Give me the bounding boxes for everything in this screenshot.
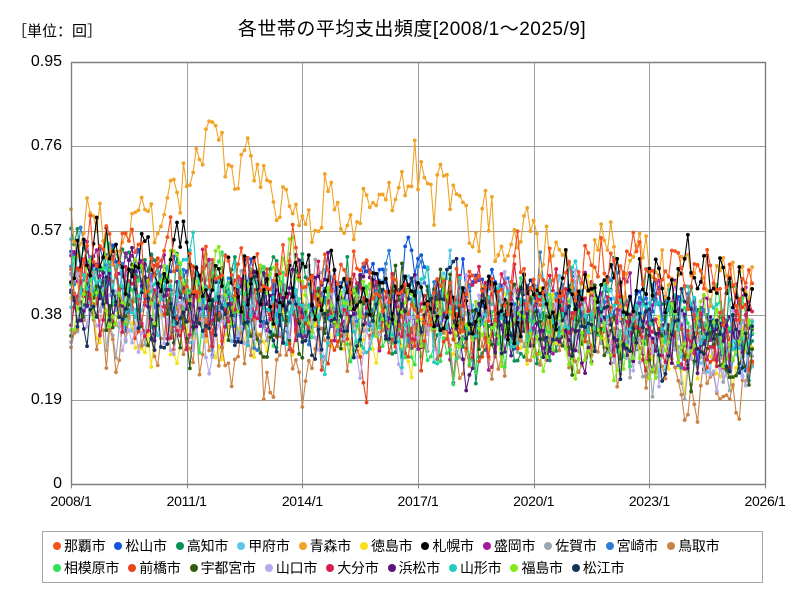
y-axis-tick-label: 0.95 (30, 53, 62, 70)
legend-marker-icon (571, 564, 580, 572)
legend-item[interactable]: 山口市 (264, 560, 318, 576)
x-axis-tick-label: 2020/1 (513, 493, 555, 509)
y-axis-tick-label: 0 (53, 475, 62, 492)
legend-item[interactable]: 浜松市 (387, 560, 441, 576)
legend-item[interactable]: 甲府市 (237, 538, 290, 554)
legend-item[interactable]: 那覇市 (53, 538, 106, 554)
legend-item[interactable]: 高知市 (175, 538, 229, 554)
legend-marker-icon (53, 542, 61, 550)
legend-item[interactable]: 佐賀市 (544, 538, 597, 554)
legend-item[interactable]: 青森市 (298, 538, 352, 554)
legend-item[interactable]: 山形市 (449, 560, 502, 576)
legend-marker-icon (53, 564, 61, 572)
legend-marker-icon (175, 542, 184, 550)
legend-marker-icon (449, 564, 458, 572)
legend-marker-icon (360, 542, 369, 550)
legend-item-label: 山口市 (275, 560, 318, 576)
legend-item[interactable]: 松山市 (114, 538, 167, 554)
legend-marker-icon (605, 542, 614, 550)
legend-marker-icon (264, 564, 273, 572)
x-axis-tick-label: 2008/1 (50, 493, 92, 509)
legend-item-label: 松江市 (582, 560, 625, 576)
legend-marker-icon (128, 564, 137, 572)
y-axis-tick-label: 0.19 (30, 390, 62, 408)
legend-item[interactable]: 徳島市 (360, 538, 413, 554)
legend-item-label: 大分市 (337, 560, 379, 576)
legend-row-1: 那覇市 松山市 高知市 甲府市 青森市 徳島市 札幌市 盛岡市 佐賀市 宮崎市 鳥取市 (49, 535, 756, 557)
x-axis-tick-label: 2014/1 (281, 493, 323, 509)
legend-item-label: 那覇市 (64, 538, 106, 554)
legend-item-label: 前橋市 (139, 560, 181, 576)
legend-item-label: 宇都宮市 (200, 560, 256, 576)
legend-marker-icon (189, 564, 198, 572)
legend-item-label: 山形市 (460, 560, 502, 576)
legend-item-label: 鳥取市 (678, 538, 720, 554)
y-axis-tick-label: 0.57 (30, 221, 62, 239)
legend-item[interactable]: 鳥取市 (667, 538, 720, 554)
legend-item[interactable]: 相模原市 (53, 560, 119, 576)
legend-item-label: 福島市 (521, 560, 563, 576)
legend-item[interactable]: 宮崎市 (605, 538, 659, 554)
y-axis-tick-label: 0.38 (30, 306, 62, 324)
legend-item-label: 高知市 (186, 538, 229, 554)
x-axis-tick-label: 2026/1 (744, 493, 786, 509)
legend-item-label: 松山市 (125, 538, 167, 554)
legend-marker-icon (114, 542, 123, 550)
y-axis-tick-label: 0.76 (30, 137, 62, 155)
legend-item-label: 佐賀市 (555, 538, 597, 554)
chart-legend: 那覇市 松山市 高知市 甲府市 青森市 徳島市 札幌市 盛岡市 佐賀市 宮崎市 鳥取市 相模原市 前橋… (42, 531, 763, 583)
x-axis-tick-label: 2017/1 (397, 493, 439, 509)
legend-item-label: 青森市 (309, 538, 352, 554)
legend-item-label: 札幌市 (432, 538, 474, 554)
legend-item-label: 甲府市 (248, 538, 290, 554)
legend-marker-icon (298, 542, 307, 550)
legend-marker-icon (326, 564, 335, 572)
legend-item-label: 浜松市 (398, 560, 441, 576)
x-axis-tick-label: 2023/1 (628, 493, 670, 509)
legend-marker-icon (482, 542, 491, 550)
legend-item-label: 相模原市 (64, 560, 120, 576)
legend-marker-icon (421, 542, 430, 550)
legend-item[interactable]: 福島市 (510, 560, 563, 576)
legend-item-label: 盛岡市 (493, 538, 536, 554)
legend-marker-icon (510, 564, 519, 572)
legend-item[interactable]: 札幌市 (421, 538, 474, 554)
legend-item[interactable]: 大分市 (326, 560, 379, 576)
legend-item[interactable]: 盛岡市 (482, 538, 536, 554)
legend-item[interactable]: 松江市 (571, 560, 625, 576)
legend-item-label: 宮崎市 (616, 538, 659, 554)
x-axis-tick-label: 2011/1 (166, 493, 207, 509)
legend-row-2: 相模原市 前橋市 宇都宮市 山口市 大分市 浜松市 山形市 福島市 松江市 (49, 557, 756, 579)
legend-marker-icon (237, 542, 246, 550)
legend-marker-icon (387, 564, 396, 572)
legend-item[interactable]: 宇都宮市 (189, 560, 256, 576)
legend-item-label: 徳島市 (371, 538, 413, 554)
legend-item[interactable]: 前橋市 (128, 560, 181, 576)
legend-marker-icon (544, 542, 553, 550)
legend-marker-icon (667, 542, 676, 550)
